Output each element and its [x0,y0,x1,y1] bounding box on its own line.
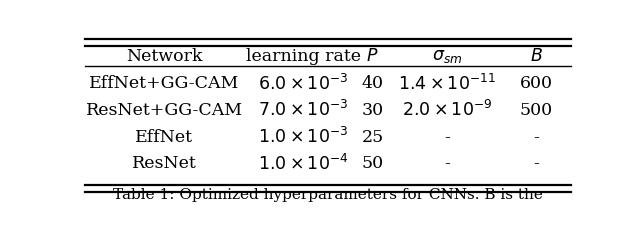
Text: EffNet: EffNet [135,129,193,146]
Text: Table 1: Optimized hyperparameters for CNNs. B is the: Table 1: Optimized hyperparameters for C… [113,188,543,202]
Text: 500: 500 [520,102,553,119]
Text: $\sigma_{sm}$: $\sigma_{sm}$ [432,48,462,65]
Text: ResNet: ResNet [132,155,196,172]
Text: -: - [444,129,450,146]
Text: 40: 40 [362,75,383,92]
Text: -: - [444,155,450,172]
Text: $6.0 \times 10^{-3}$: $6.0 \times 10^{-3}$ [258,74,348,94]
Text: $B$: $B$ [530,48,543,65]
Text: $7.0 \times 10^{-3}$: $7.0 \times 10^{-3}$ [258,100,348,121]
Text: 25: 25 [362,129,384,146]
Text: 600: 600 [520,75,553,92]
Text: -: - [533,129,540,146]
Text: Network: Network [126,48,203,65]
Text: $P$: $P$ [367,48,379,65]
Text: -: - [533,155,540,172]
Text: $1.4 \times 10^{-11}$: $1.4 \times 10^{-11}$ [398,74,496,94]
Text: ResNet+GG-CAM: ResNet+GG-CAM [86,102,243,119]
Text: EffNet+GG-CAM: EffNet+GG-CAM [89,75,239,92]
Text: 30: 30 [362,102,384,119]
Text: 50: 50 [362,155,384,172]
Text: $1.0 \times 10^{-4}$: $1.0 \times 10^{-4}$ [258,154,348,174]
Text: $2.0 \times 10^{-9}$: $2.0 \times 10^{-9}$ [402,100,492,121]
Text: learning rate: learning rate [246,48,361,65]
Text: $1.0 \times 10^{-3}$: $1.0 \times 10^{-3}$ [258,127,348,147]
